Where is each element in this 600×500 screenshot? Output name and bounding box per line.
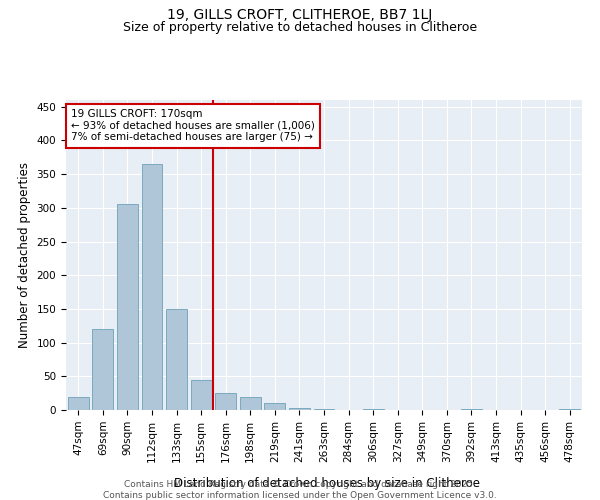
Bar xyxy=(68,396,89,410)
Bar xyxy=(215,393,236,410)
Y-axis label: Number of detached properties: Number of detached properties xyxy=(18,162,31,348)
Bar xyxy=(265,404,286,410)
Text: Size of property relative to detached houses in Clitheroe: Size of property relative to detached ho… xyxy=(123,21,477,34)
Bar xyxy=(117,204,138,410)
Bar xyxy=(289,408,310,410)
Bar xyxy=(166,309,187,410)
Text: 19 GILLS CROFT: 170sqm
← 93% of detached houses are smaller (1,006)
7% of semi-d: 19 GILLS CROFT: 170sqm ← 93% of detached… xyxy=(71,110,315,142)
Text: Contains HM Land Registry data © Crown copyright and database right 2025.
Contai: Contains HM Land Registry data © Crown c… xyxy=(103,480,497,500)
Bar xyxy=(92,329,113,410)
Bar xyxy=(240,396,261,410)
Text: 19, GILLS CROFT, CLITHEROE, BB7 1LJ: 19, GILLS CROFT, CLITHEROE, BB7 1LJ xyxy=(167,8,433,22)
Bar xyxy=(142,164,163,410)
Bar xyxy=(191,380,212,410)
Text: Distribution of detached houses by size in Clitheroe: Distribution of detached houses by size … xyxy=(174,477,480,490)
